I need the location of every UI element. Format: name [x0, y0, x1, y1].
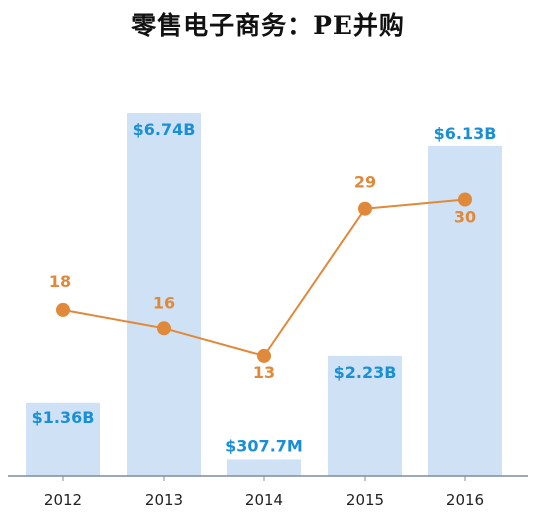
- deal-count-point-2012: [56, 302, 70, 317]
- bar-2012: [26, 402, 100, 476]
- bar-2013: [127, 113, 201, 476]
- bar-2014: [227, 459, 301, 476]
- deal-count-point-2015: [358, 201, 372, 216]
- x-tick-label-2016: 2016: [446, 491, 484, 509]
- deal-count-label-2015: 29: [354, 173, 376, 192]
- bar-label-2013: $6.74B: [133, 120, 196, 139]
- bar-label-2014: $307.7M: [225, 436, 303, 455]
- deal-count-line: [62, 198, 466, 358]
- deal-count-label-2013: 16: [153, 293, 175, 312]
- deal-count-point-2014: [257, 348, 271, 363]
- bar-2015: [328, 355, 402, 476]
- x-tick-label-2015: 2015: [346, 491, 384, 509]
- bar-label-2016: $6.13B: [434, 124, 497, 143]
- bar-label-2012: $1.36B: [32, 408, 95, 427]
- deal-count-label-2016: 30: [454, 208, 476, 227]
- x-tick-label-2013: 2013: [145, 491, 183, 509]
- deal-count-point-2016: [458, 192, 472, 207]
- x-tick-label-2012: 2012: [44, 491, 82, 509]
- deal-count-point-2013: [157, 321, 171, 336]
- chart-title: 零售电子商务：PE并购: [131, 11, 405, 40]
- x-tick-label-2014: 2014: [245, 491, 283, 509]
- deal-count-label-2014: 13: [253, 363, 275, 382]
- deal-count-label-2012: 18: [49, 272, 71, 291]
- bar-label-2015: $2.23B: [334, 363, 397, 382]
